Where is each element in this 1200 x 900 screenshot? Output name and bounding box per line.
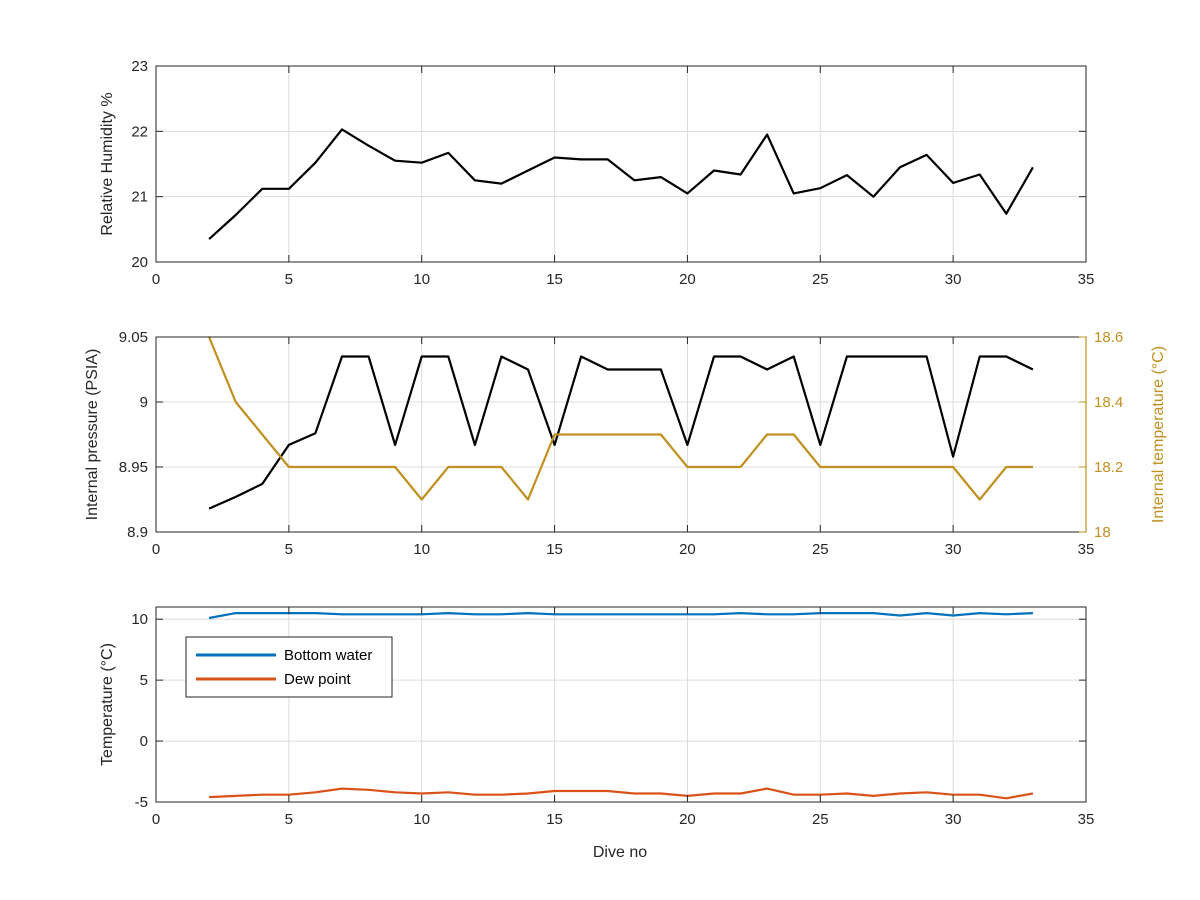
y-tick-label: 8.95 <box>119 459 148 476</box>
x-tick-label: 10 <box>413 541 430 558</box>
x-tick-label: 5 <box>285 541 293 558</box>
x-tick-label: 10 <box>413 811 430 828</box>
series-line-0 <box>208 128 1034 240</box>
x-tick-label: 25 <box>812 541 829 558</box>
x-tick-label: 0 <box>152 541 160 558</box>
y-axis-label: Temperature (°C) <box>99 643 116 766</box>
x-tick-label: 15 <box>546 541 563 558</box>
humidity-panel: 0 5 10 15 20 25 30 35 20 21 22 23 Relative Humidity … <box>99 58 1094 288</box>
y-tick-label: 5 <box>140 672 148 689</box>
y-tick-label: 10 <box>131 611 148 628</box>
bottom-water-line <box>208 611 1033 620</box>
y-tick-label: 22 <box>131 123 148 140</box>
axes-box <box>155 606 1087 803</box>
x-tick-label: 5 <box>285 811 293 828</box>
series-line-1 <box>208 336 1033 501</box>
x-tick-label: 35 <box>1078 811 1095 828</box>
axes-box <box>155 65 1087 263</box>
legend-label-dew-point: Dew point <box>284 671 352 688</box>
y-axis-label: Relative Humidity % <box>99 92 116 235</box>
pressure-temperature-panel: 0 5 10 15 20 25 30 35 8.9 8.95 9 9.05 Internal press… <box>84 329 1167 558</box>
y-tick-label: 9 <box>140 394 148 411</box>
dew-point-line <box>209 787 1034 800</box>
x-tick-label: 25 <box>812 271 829 288</box>
legend-box <box>185 636 393 698</box>
x-tick-label: 35 <box>1078 271 1095 288</box>
figure-x-axis-label: Dive no <box>593 844 647 861</box>
y2-tick-label: 18.2 <box>1094 459 1123 476</box>
y-tick-label: 0 <box>140 733 148 750</box>
x-tick-label: 20 <box>679 811 696 828</box>
y-axis-label: Internal pressure (PSIA) <box>84 349 101 521</box>
x-tick-label: 30 <box>945 271 962 288</box>
x-tick-label: 15 <box>546 811 563 828</box>
x-tick-label: 0 <box>152 811 160 828</box>
plot-area <box>156 66 1086 262</box>
y2-tick-label: 18.6 <box>1094 329 1123 346</box>
y-tick-label: -5 <box>135 794 148 811</box>
legend-label-bottom-water: Bottom water <box>284 647 372 664</box>
x-tick-label: 30 <box>945 811 962 828</box>
x-tick-label: 20 <box>679 541 696 558</box>
x-tick-label: 15 <box>546 271 563 288</box>
y2-tick-label: 18.4 <box>1094 394 1123 411</box>
x-tick-label: 5 <box>285 271 293 288</box>
y-tick-label: 9.05 <box>119 329 148 346</box>
y-tick-label: 23 <box>131 58 148 75</box>
x-tick-label: 35 <box>1078 541 1095 558</box>
x-tick-label: 10 <box>413 271 430 288</box>
y-tick-label: 8.9 <box>127 524 148 541</box>
y-tick-label: 20 <box>131 254 148 271</box>
x-tick-label: 0 <box>152 271 160 288</box>
plot-area <box>156 607 1086 802</box>
x-tick-label: 30 <box>945 541 962 558</box>
y-tick-label: 21 <box>131 189 148 206</box>
x-tick-label: 20 <box>679 271 696 288</box>
series-line-0 <box>208 355 1034 510</box>
y2-tick-label: 18 <box>1094 524 1111 541</box>
y2-axis-label: Internal temperature (°C) <box>1150 346 1167 523</box>
legend: Bottom water Dew point <box>185 636 393 698</box>
x-tick-label: 25 <box>812 811 829 828</box>
